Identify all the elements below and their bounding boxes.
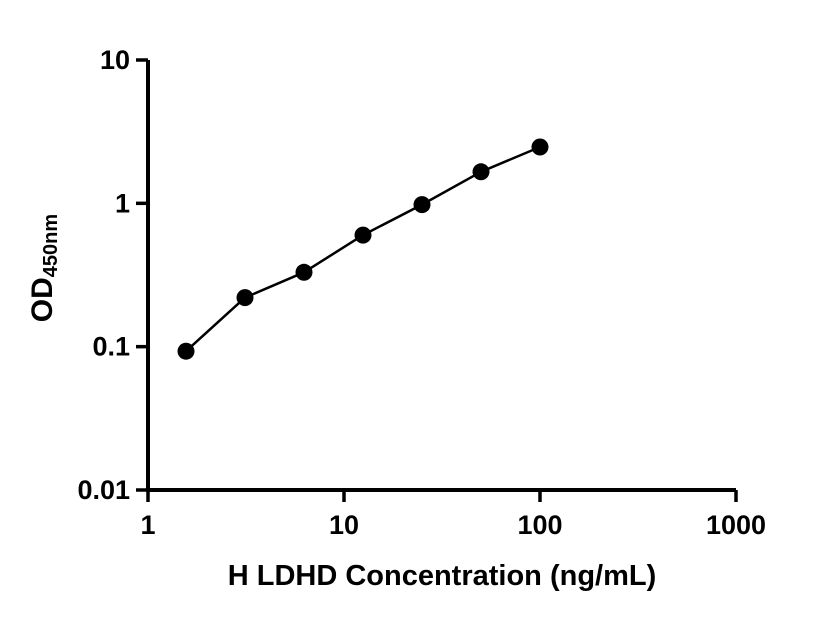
y-tick-label: 10 (100, 45, 130, 75)
y-axis-title: OD450nm (23, 148, 63, 388)
data-point (354, 226, 372, 244)
data-point (177, 342, 195, 360)
data-point (295, 263, 313, 281)
x-tick-label: 1 (140, 510, 155, 540)
y-tick-label: 1 (115, 188, 130, 218)
x-axis-title: H LDHD Concentration (ng/mL) (227, 560, 657, 592)
y-axis-title-text: OD (26, 277, 59, 323)
data-point (472, 163, 490, 181)
data-point (531, 138, 549, 156)
y-tick-label: 0.01 (77, 475, 130, 505)
x-tick-label: 1000 (706, 510, 766, 540)
x-tick-label: 100 (517, 510, 562, 540)
data-point (413, 196, 431, 214)
y-tick-label: 0.1 (92, 332, 130, 362)
data-point (236, 289, 254, 307)
y-axis-title-subscript: 450nm (40, 213, 62, 278)
x-tick-label: 10 (329, 510, 359, 540)
